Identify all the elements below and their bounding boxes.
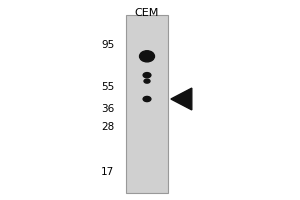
- Circle shape: [143, 73, 151, 78]
- Polygon shape: [171, 88, 192, 110]
- Circle shape: [143, 96, 151, 102]
- Text: 17: 17: [101, 167, 114, 177]
- Text: 55: 55: [101, 82, 114, 92]
- Circle shape: [144, 79, 150, 83]
- Text: CEM: CEM: [135, 8, 159, 18]
- Text: 36: 36: [101, 104, 114, 114]
- FancyBboxPatch shape: [126, 15, 168, 193]
- Text: 28: 28: [101, 122, 114, 132]
- Text: 95: 95: [101, 40, 114, 50]
- Ellipse shape: [140, 51, 154, 62]
